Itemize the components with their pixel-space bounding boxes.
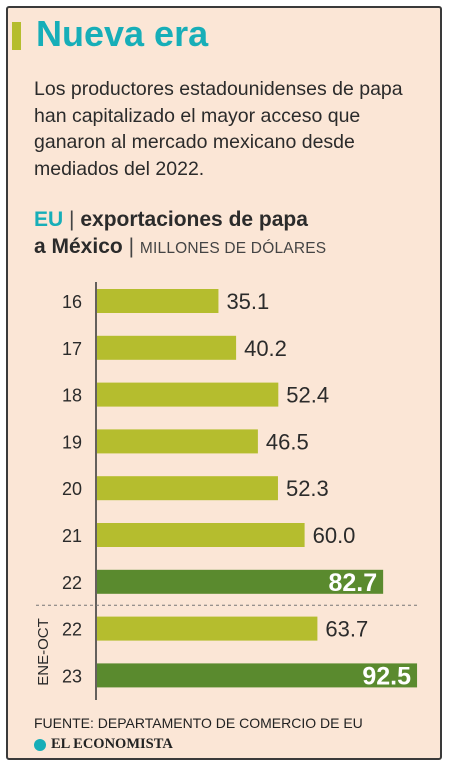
value-label: 52.3: [286, 476, 329, 501]
bar: [97, 335, 237, 360]
value-label: 82.7: [328, 569, 377, 597]
category-label: 22: [62, 620, 82, 640]
value-label: 52.4: [286, 383, 329, 408]
category-label: 21: [62, 526, 82, 546]
bar: [97, 429, 258, 454]
category-label: 19: [62, 432, 82, 452]
chart-title-line2: a México: [34, 235, 123, 258]
chart-units-separator: |: [128, 235, 135, 258]
value-label: 40.2: [244, 336, 287, 361]
chart-title-eu: EU: [34, 208, 64, 231]
value-label: 35.1: [226, 289, 269, 314]
value-label: 60.0: [313, 523, 356, 548]
category-label: 23: [62, 666, 82, 686]
category-label: 17: [62, 339, 82, 359]
intro-text: Los productores estadounidenses de papa …: [34, 78, 403, 180]
bar: [97, 382, 279, 407]
bar: [97, 476, 278, 501]
bar: [97, 289, 219, 313]
chart-title: EU | exportaciones de papa a México | MI…: [34, 206, 326, 262]
category-label: 22: [62, 573, 82, 593]
source-note: FUENTE: DEPARTAMENTO DE COMERCIO DE EU: [34, 715, 363, 731]
category-label: 20: [62, 479, 82, 499]
value-label: 46.5: [266, 429, 309, 454]
brand-name: EL ECONOMISTA: [51, 736, 173, 752]
brand-logo-icon: [34, 738, 46, 751]
page-title: Nueva era: [36, 13, 209, 54]
title-accent-bar: [12, 22, 21, 50]
value-label: 92.5: [362, 662, 411, 690]
chart-title-line1: exportaciones de papa: [80, 208, 308, 231]
chart-title-separator: |: [69, 208, 75, 231]
bar: [97, 523, 305, 547]
category-label: 18: [62, 386, 82, 406]
group-label: ENE-OCT: [35, 618, 52, 686]
value-label: 63.7: [325, 617, 368, 642]
chart-units: MILLONES DE DÓLARES: [139, 240, 327, 257]
bar: [97, 663, 418, 688]
bar: [97, 569, 384, 594]
bar: [97, 616, 318, 641]
publisher-brand: EL ECONOMISTA: [34, 736, 173, 753]
category-label: 16: [62, 292, 82, 312]
